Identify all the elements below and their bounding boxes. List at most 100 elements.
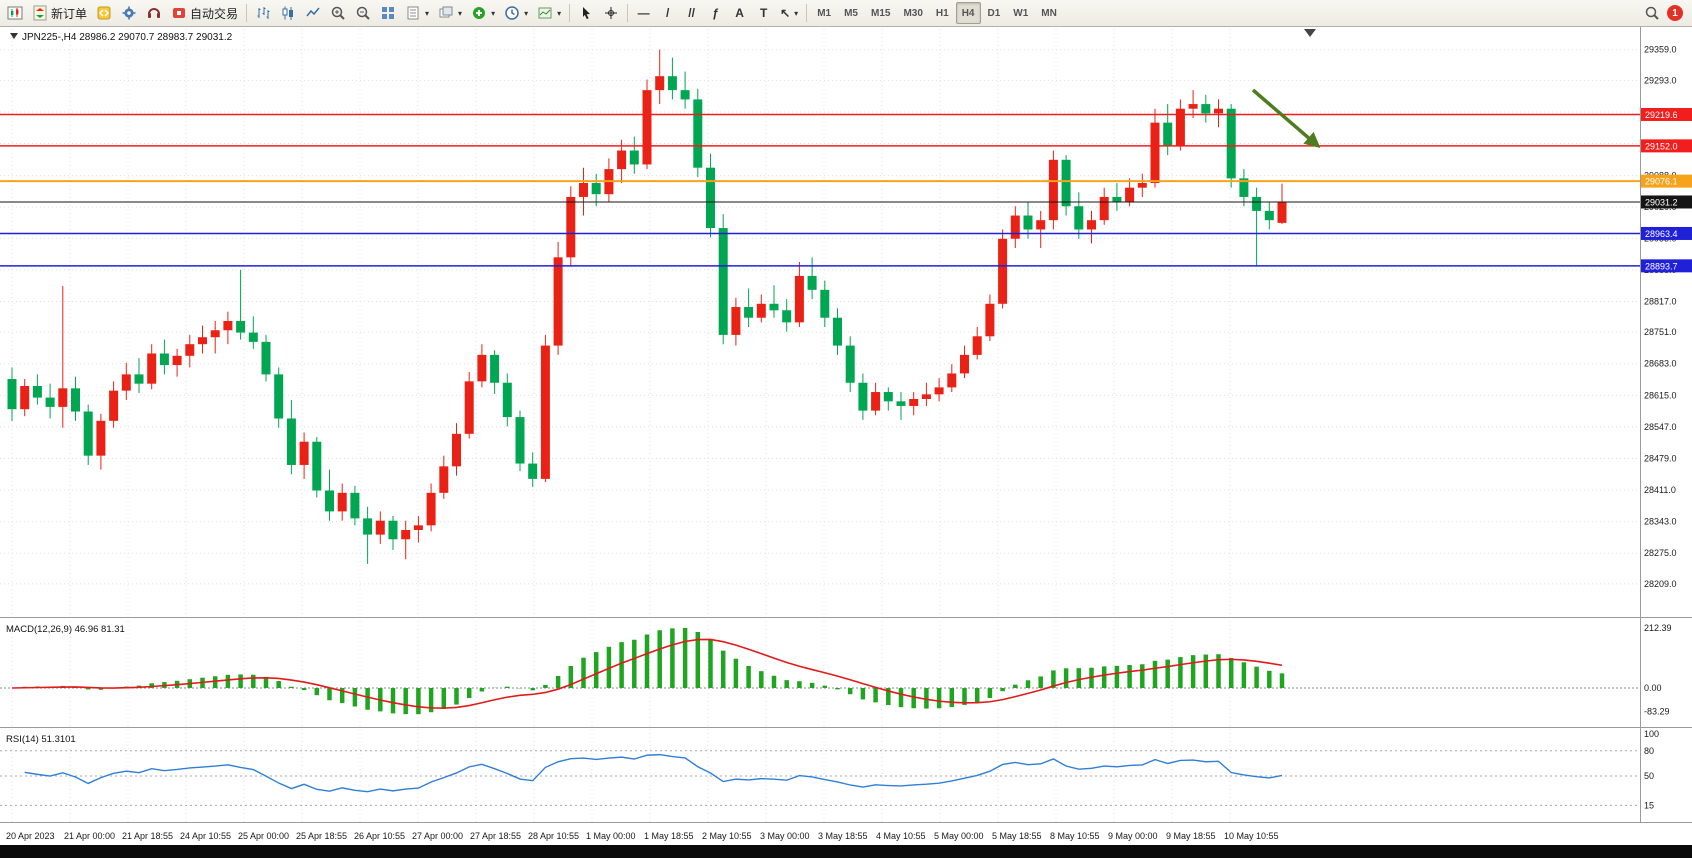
zoom-out-button[interactable] [351,2,375,24]
new-order-label: 新订单 [51,6,88,21]
chevron-down-icon: ▾ [491,8,496,18]
toolbar-separator [569,4,571,22]
tf-mn-button[interactable]: MN [1035,2,1063,24]
candlestick-chart-button[interactable] [276,2,300,24]
metaeditor-button[interactable] [92,2,116,24]
fibonacci-icon: ƒ [712,6,719,20]
tf-m1-button[interactable]: M1 [811,2,837,24]
svg-text:25 Apr 18:55: 25 Apr 18:55 [296,831,347,841]
tf-h1-button[interactable]: H1 [930,2,955,24]
fibonacci-button[interactable]: ƒ [704,2,727,24]
tile-windows-button[interactable] [376,2,400,24]
svg-text:28817.0: 28817.0 [1644,296,1677,306]
cursor-arrow-icon [578,5,594,21]
channel-button[interactable]: // [680,2,703,24]
cursor-button[interactable] [574,2,598,24]
arrange-windows-button[interactable]: ▾ [434,2,466,24]
price-badges: 29219.6 29152.0 29076.1 29031.2 28963.4 28893… [1641,107,1692,273]
periods-button[interactable]: ▾ [500,2,532,24]
annotations [1251,29,1321,149]
tf-d1-button[interactable]: D1 [982,2,1007,24]
toolbar-separator [246,4,248,22]
support-button[interactable] [142,2,166,24]
crosshair-button[interactable] [599,2,623,24]
clock-icon [504,5,520,21]
trendline-button[interactable]: / [656,2,679,24]
svg-text:0.00: 0.00 [1644,683,1662,693]
svg-text:28615.0: 28615.0 [1644,390,1677,400]
tile-windows-icon [380,5,396,21]
chart-list-button[interactable]: ▾ [401,2,433,24]
svg-text:28683.0: 28683.0 [1644,359,1677,369]
svg-text:28209.0: 28209.0 [1644,579,1677,589]
svg-text:2 May 10:55: 2 May 10:55 [702,831,752,841]
svg-text:29219.6: 29219.6 [1645,110,1678,120]
text-label-icon: T [759,6,768,20]
indicators-button[interactable]: ▾ [467,2,499,24]
new-order-icon [32,5,48,21]
svg-text:21 Apr 00:00: 21 Apr 00:00 [64,831,115,841]
horizontal-line-button[interactable]: — [632,2,655,24]
svg-text:29076.1: 29076.1 [1645,177,1678,187]
metaeditor-icon [96,5,112,21]
chart-generated-content: 20 Apr 2023 21 Apr 00:00 21 Apr 18:55 24 Ap… [0,27,1692,845]
search-button[interactable] [1640,2,1664,24]
svg-text:27 Apr 18:55: 27 Apr 18:55 [470,831,521,841]
cascade-windows-icon [438,5,454,21]
new-chart-icon [7,5,23,21]
svg-text:20 Apr 2023: 20 Apr 2023 [6,831,55,841]
tf-w1-button[interactable]: W1 [1007,2,1034,24]
svg-text:9 May 00:00: 9 May 00:00 [1108,831,1158,841]
tf-h4-button[interactable]: H4 [955,2,981,24]
notification-count: 1 [1672,7,1678,19]
svg-text:28893.7: 28893.7 [1645,261,1678,271]
svg-text:1 May 00:00: 1 May 00:00 [586,831,636,841]
svg-text:3 May 00:00: 3 May 00:00 [760,831,810,841]
price-lines [0,113,1640,267]
line-chart-button[interactable] [301,2,325,24]
toolbar-separator [627,4,629,22]
text-button[interactable]: A [728,2,751,24]
tf-m30-button[interactable]: M30 [897,2,928,24]
document-icon [405,5,421,21]
new-chart-button[interactable] [3,2,27,24]
trend-arrow-annotation [1251,88,1321,149]
rsi-label: RSI(14) 51.3101 [6,734,76,745]
svg-text:26 Apr 10:55: 26 Apr 10:55 [354,831,405,841]
notification-badge[interactable]: 1 [1667,5,1683,21]
svg-text:28 Apr 10:55: 28 Apr 10:55 [528,831,579,841]
auto-trading-button[interactable]: 自动交易 [167,2,242,24]
svg-text:3 May 18:55: 3 May 18:55 [818,831,868,841]
candlestick-chart-icon [280,5,296,21]
new-order-button[interactable]: 新订单 [28,2,91,24]
indicators-plus-icon [471,5,487,21]
bar-chart-button[interactable] [251,2,275,24]
svg-text:28751.0: 28751.0 [1644,327,1677,337]
grid [0,29,1640,822]
svg-text:50: 50 [1644,771,1654,781]
macd-label: MACD(12,26,9) 46.96 81.31 [6,624,125,635]
svg-text:15: 15 [1644,800,1654,810]
price-chart[interactable]: 20 Apr 2023 21 Apr 00:00 21 Apr 18:55 24 Ap… [0,27,1692,845]
text-label-button[interactable]: T [752,2,775,24]
svg-text:24 Apr 10:55: 24 Apr 10:55 [180,831,231,841]
symbol-collapse-icon[interactable] [10,33,18,39]
svg-text:-83.29: -83.29 [1644,707,1670,717]
zoom-in-button[interactable] [326,2,350,24]
main-toolbar: 新订单 自动交易 ▾ ▾ ▾ ▾ [0,0,1692,27]
tf-m5-button[interactable]: M5 [838,2,864,24]
x-axis-labels: 20 Apr 2023 21 Apr 00:00 21 Apr 18:55 24 Ap… [6,831,1279,841]
text-icon: A [735,6,744,20]
svg-text:27 Apr 00:00: 27 Apr 00:00 [412,831,463,841]
svg-text:212.39: 212.39 [1644,623,1672,633]
arrows-tool-button[interactable]: ↖ ▾ [776,2,802,24]
options-button[interactable] [117,2,141,24]
chart-shift-marker [1304,29,1316,37]
tf-m15-button[interactable]: M15 [865,2,896,24]
templates-button[interactable]: ▾ [533,2,565,24]
rsi-panel: 100 80 50 15 [0,729,1659,810]
svg-text:9 May 18:55: 9 May 18:55 [1166,831,1216,841]
svg-text:8 May 10:55: 8 May 10:55 [1050,831,1100,841]
chart-background [0,27,1692,845]
panel-separators [0,27,1692,823]
